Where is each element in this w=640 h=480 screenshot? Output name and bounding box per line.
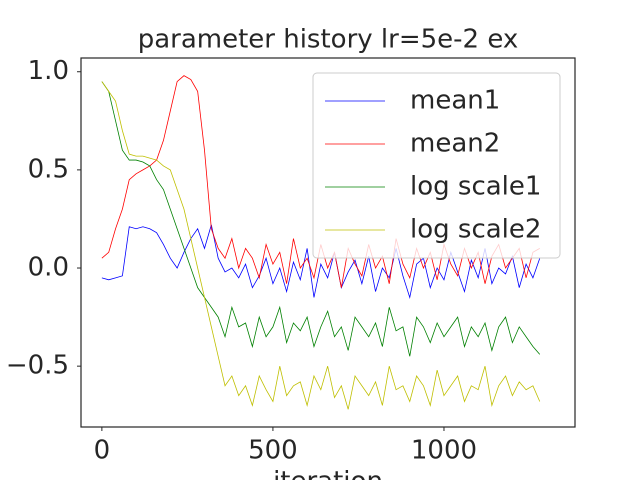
y-tick-label: 1.0 (28, 56, 69, 86)
data-line (101, 81, 541, 410)
y-tick-label: 0.0 (28, 253, 69, 283)
x-axis-label: iteration (273, 467, 383, 480)
chart-title: parameter history lr=5e-2 ex (138, 25, 519, 55)
x-tick-label: 1000 (411, 436, 477, 466)
legend-label: mean1 (410, 86, 500, 116)
data-line (101, 81, 541, 357)
legend-box (312, 72, 561, 259)
y-tick-label: −0.5 (6, 351, 69, 381)
data-line (101, 224, 541, 300)
legend-label: log scale2 (410, 215, 541, 245)
axes-frame (80, 57, 576, 428)
legend-label: mean2 (410, 129, 500, 159)
legend-label: log scale1 (410, 172, 541, 202)
y-tick-label: 0.5 (28, 154, 69, 184)
x-tick-label: 0 (94, 436, 111, 466)
x-tick-label: 500 (248, 436, 298, 466)
